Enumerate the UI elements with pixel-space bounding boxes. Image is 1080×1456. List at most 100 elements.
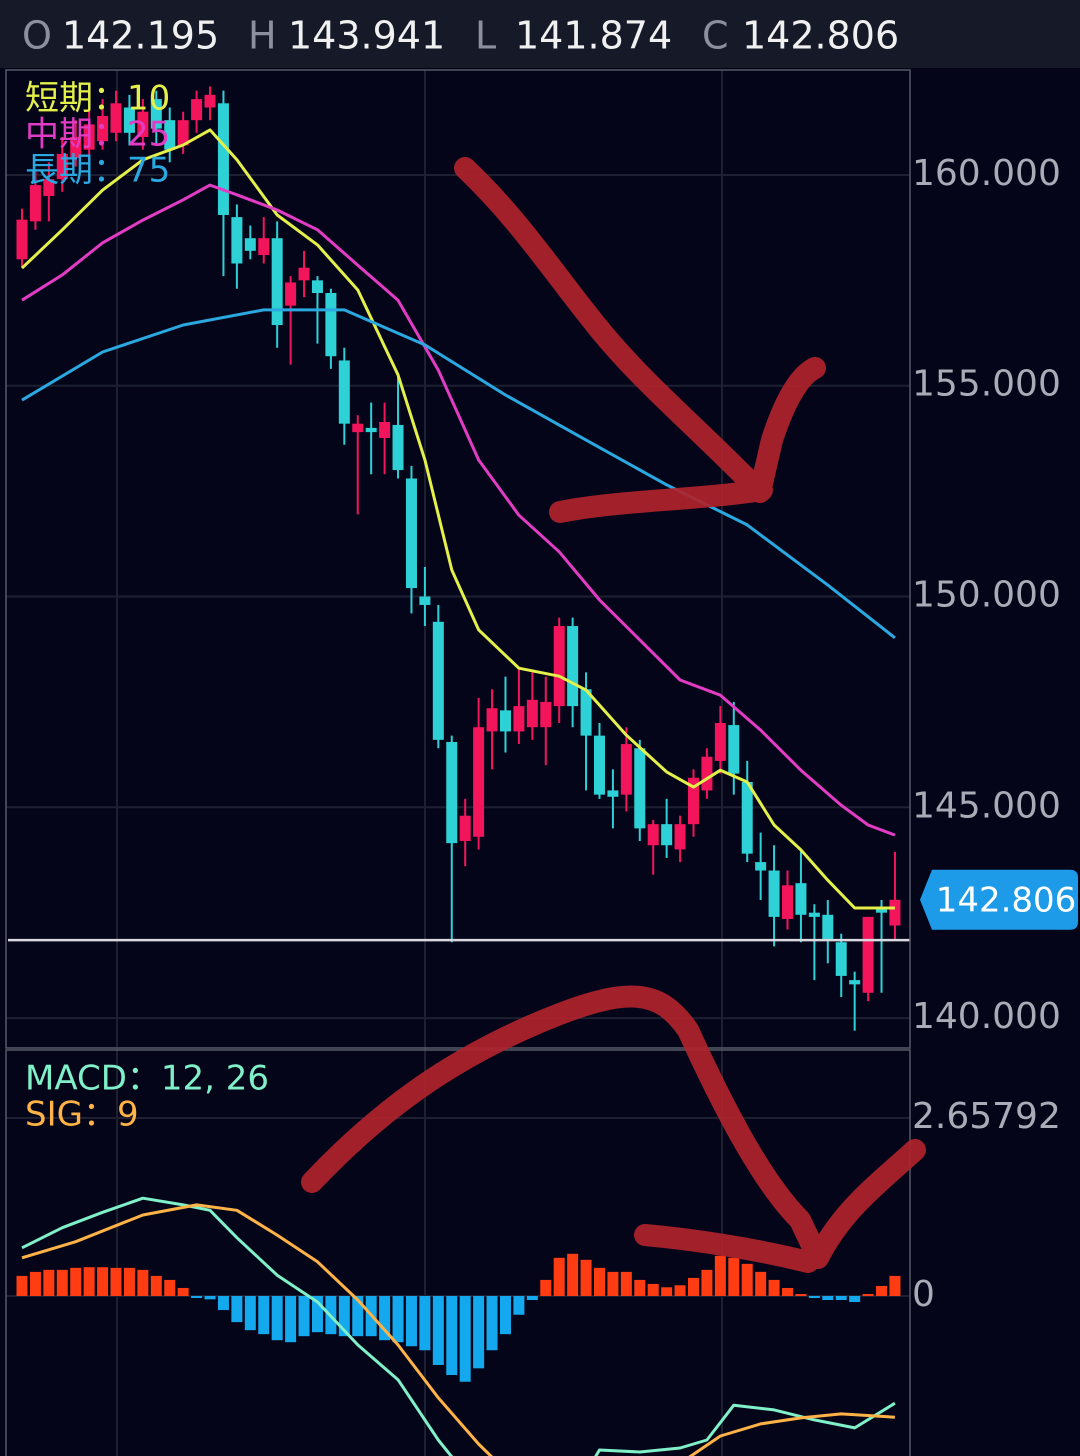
candle-body [620, 744, 632, 795]
candle-body [352, 423, 364, 433]
line-series [21, 183, 896, 837]
candle-body [392, 424, 404, 471]
histogram-bar [83, 1267, 95, 1296]
histogram-bar [271, 1295, 283, 1341]
candle-body [728, 725, 740, 774]
candle-body [459, 815, 471, 842]
candle-body [862, 916, 874, 993]
annotation-stroke [634, 1224, 819, 1273]
top-bar [0, 0, 1080, 68]
histogram-bar [204, 1295, 216, 1300]
histogram-bar [311, 1295, 323, 1333]
candle-body [473, 727, 485, 837]
histogram-bar [405, 1295, 417, 1347]
histogram-bar [338, 1295, 350, 1337]
histogram-bar [499, 1295, 511, 1335]
candle-body [365, 427, 377, 433]
histogram-bar [526, 1295, 538, 1301]
histogram-bar [191, 1295, 203, 1299]
histogram-bar [352, 1295, 364, 1337]
candle-body [553, 626, 565, 707]
histogram-bar [540, 1279, 552, 1296]
histogram-bar [593, 1267, 605, 1296]
annotation-stroke [301, 985, 926, 1269]
ohlc-label: O [22, 14, 52, 58]
candle-body [164, 120, 176, 150]
histogram-bar [379, 1295, 391, 1341]
y-tick-label: 2.65792 [912, 1096, 1061, 1137]
candle-body [499, 710, 511, 732]
histogram-bar [419, 1295, 431, 1351]
histogram-bar [607, 1271, 619, 1296]
candle-body [782, 885, 794, 920]
candle-body [217, 103, 229, 216]
candle-body [258, 238, 270, 256]
legend-entry: 短期：10 [25, 79, 170, 119]
candle-body [634, 748, 646, 829]
candle-body [741, 782, 753, 854]
histogram-bar [567, 1253, 579, 1296]
candle-body [311, 280, 323, 294]
histogram-bar [835, 1295, 847, 1301]
histogram-bar [486, 1295, 498, 1351]
ohlc-value: 143.941 [288, 14, 445, 58]
histogram-bar [258, 1295, 270, 1335]
histogram-bar [889, 1275, 901, 1296]
candle-body [849, 980, 861, 985]
y-tick-label: 155.000 [912, 364, 1061, 405]
candle-body [593, 735, 605, 795]
candle-body [271, 238, 283, 326]
main-panel-border [5, 69, 911, 1049]
candle-body [835, 942, 847, 976]
histogram-bar [43, 1269, 55, 1296]
candle-body [526, 699, 538, 728]
last-price-label: 142.806 [936, 880, 1077, 920]
candle-body [379, 421, 391, 439]
legend-entry: SIG：9 [25, 1095, 139, 1135]
candle-body [177, 120, 189, 146]
annotation-stroke [454, 157, 826, 503]
histogram-bar [29, 1271, 41, 1296]
line-series [21, 308, 896, 639]
hand-drawn-annotations [301, 157, 926, 1273]
candle-body [486, 708, 498, 732]
candle-body [123, 107, 135, 133]
candle-body [808, 912, 820, 917]
candle-body [795, 883, 807, 915]
histogram-bar [661, 1287, 673, 1296]
candle-body [661, 824, 673, 846]
candle-body [285, 282, 297, 306]
histogram-bar [164, 1279, 176, 1296]
histogram-bar [123, 1267, 135, 1296]
line-series [21, 1203, 895, 1456]
histogram-bar [674, 1285, 686, 1296]
line-series [20, 128, 895, 910]
histogram-bar [231, 1295, 243, 1323]
histogram-bar [177, 1287, 189, 1296]
annotation-stroke [549, 479, 773, 523]
line-series [21, 1196, 896, 1456]
candle-body [889, 899, 901, 926]
histogram-bar [876, 1285, 888, 1296]
candle-body [432, 621, 444, 740]
candle-body [70, 137, 82, 159]
legend-entry: 中期：25 [25, 115, 170, 155]
candle-body [16, 219, 28, 260]
histogram-bar [16, 1275, 28, 1296]
histogram-bar [298, 1295, 310, 1337]
candle-body [137, 111, 149, 138]
candle-body [97, 115, 109, 142]
histogram-bar [728, 1257, 740, 1296]
histogram-bar [553, 1257, 565, 1296]
candle-body [204, 94, 216, 108]
y-tick-label: 150.000 [912, 575, 1061, 616]
y-tick-label: 160.000 [912, 153, 1061, 194]
candle-body [405, 478, 417, 589]
candle-body [567, 626, 579, 707]
histogram-bar [392, 1295, 404, 1343]
macd-plot [16, 1196, 901, 1456]
histogram-bar [137, 1269, 149, 1296]
histogram-bar [849, 1295, 861, 1303]
